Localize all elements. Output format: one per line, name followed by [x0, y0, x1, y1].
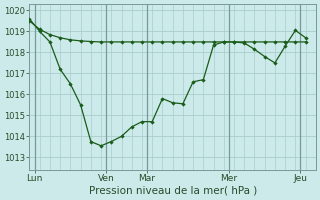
X-axis label: Pression niveau de la mer( hPa ): Pression niveau de la mer( hPa ): [89, 186, 257, 196]
